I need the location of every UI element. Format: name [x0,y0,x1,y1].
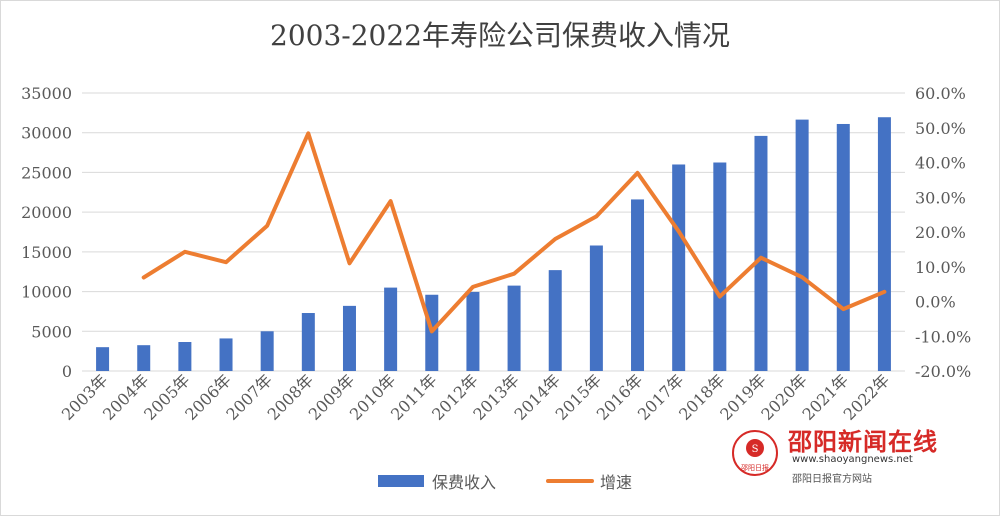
line-series [141,131,887,334]
right-tick-label: -20.0% [915,362,971,381]
svg-text:邵阳日报: 邵阳日报 [741,463,769,472]
bar-series [96,117,891,372]
left-tick-label: 20000 [21,203,72,222]
right-tick-label: 40.0% [915,154,966,173]
left-tick-label: 35000 [21,84,72,103]
left-tick-label: 30000 [21,124,72,143]
bar [96,347,110,371]
bar [672,164,686,371]
watermark-url: www.shaoyangnews.net [792,454,913,465]
bar [836,123,850,371]
right-tick-label: 60.0% [915,84,966,103]
legend-label-bar: 保费收入 [432,473,496,492]
bar [466,291,480,371]
svg-text:S: S [752,444,759,455]
right-tick-label: 10.0% [915,258,966,277]
bar [507,285,521,371]
bar [754,135,768,371]
right-tick-label: 20.0% [915,223,966,242]
legend-swatch-bar [378,475,424,487]
bar [137,345,151,371]
bar [631,199,645,371]
right-tick-label: -10.0% [915,327,971,346]
bar [795,119,809,371]
right-axis-ticks: -20.0% -10.0% 0.0% 10.0% 20.0% 30.0% 40.0% 50.0… [915,84,971,381]
right-tick-label: 30.0% [915,188,966,207]
logo-icon: S 邵阳日报 [732,430,778,476]
left-tick-label: 15000 [21,243,72,262]
legend: 保费收入 增速 [378,473,632,492]
bar [178,342,192,371]
bar [548,270,562,371]
watermark: S 邵阳日报 邵阳新闻在线 www.shaoyangnews.net 邵阳日报官… [730,422,995,492]
left-axis-ticks: 0 5000 10000 15000 20000 25000 30000 35000 [21,84,72,381]
bar [260,331,274,371]
left-tick-label: 0 [62,362,72,381]
bar [301,313,315,371]
legend-label-line: 增速 [600,473,632,492]
right-tick-label: 50.0% [915,119,966,138]
bar [342,305,356,371]
gridlines [82,92,905,372]
bar [877,117,891,372]
watermark-name: 邵阳新闻在线 [788,428,938,456]
left-tick-label: 5000 [31,322,72,341]
left-tick-label: 25000 [21,163,72,182]
right-tick-label: 0.0% [915,293,956,312]
chart-title: 2003-2022年寿险公司保费收入情况 [270,19,730,52]
bar [384,287,398,371]
x-axis-ticks: 2003年2004年2005年2006年2007年2008年2009年2010年… [58,370,893,424]
growth-line [141,131,887,334]
bar [219,338,233,371]
x-tick-label: 2022年 [840,370,894,424]
left-tick-label: 10000 [21,283,72,302]
watermark-subtitle: 邵阳日报官方网站 [792,474,872,485]
bar [713,162,727,371]
bar [589,245,603,371]
